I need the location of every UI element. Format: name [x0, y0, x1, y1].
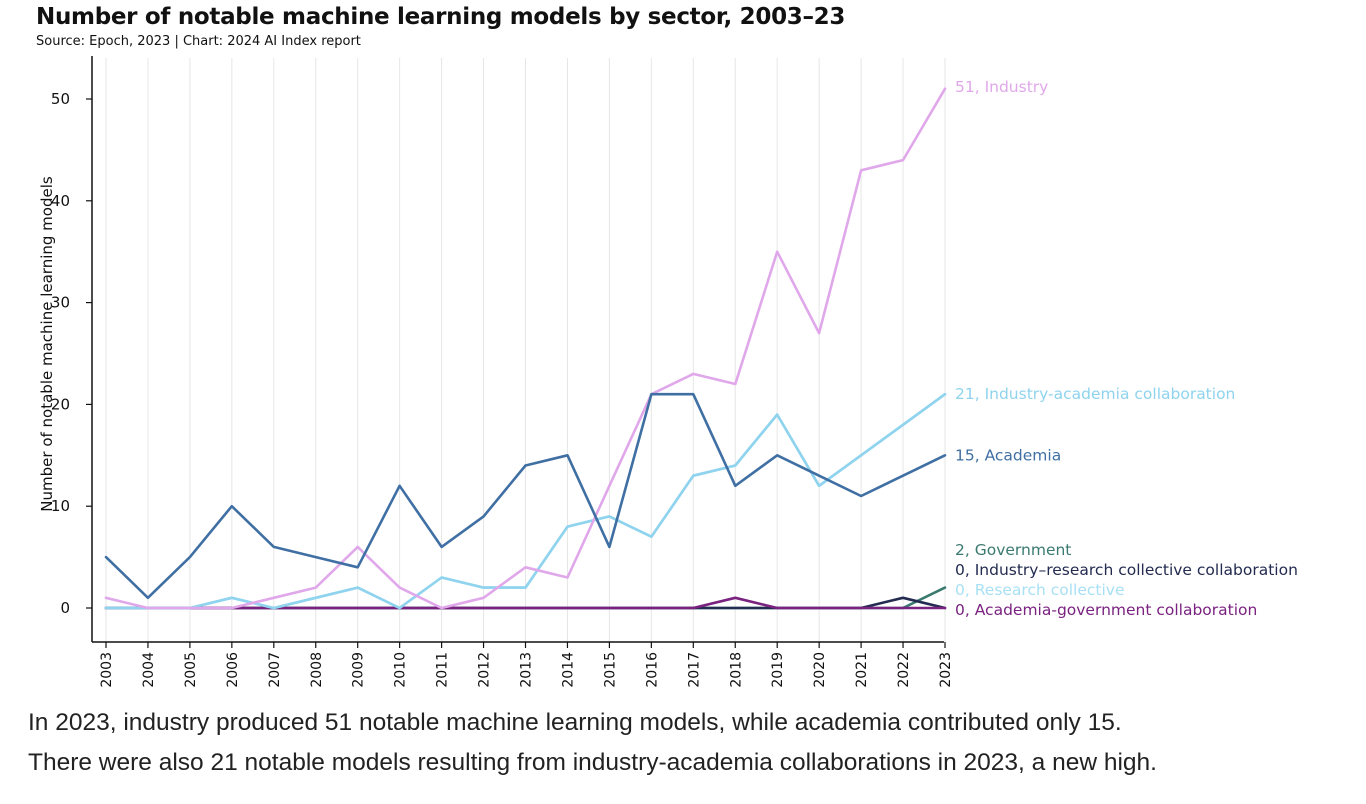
y-tick-label-40: 40 — [51, 192, 70, 210]
y-tick-label-30: 30 — [51, 294, 70, 312]
x-tick-label-2011: 2011 — [435, 652, 451, 688]
x-tick-label-2021: 2021 — [854, 652, 870, 688]
x-tick-label-2019: 2019 — [770, 652, 786, 688]
end-label-research-collective: 0, Research collective — [955, 581, 1125, 599]
x-tick-label-2008: 2008 — [309, 652, 325, 688]
chart-caption: In 2023, industry produced 51 notable ma… — [28, 703, 1358, 783]
caption-line-1: In 2023, industry produced 51 notable ma… — [28, 709, 1122, 736]
x-tick-label-2004: 2004 — [141, 652, 157, 688]
end-label-industry-academia-collaboration: 21, Industry-academia collaboration — [955, 385, 1235, 403]
x-tick-label-2020: 2020 — [812, 652, 828, 688]
end-label-academia-government-collaboration: 0, Academia-government collaboration — [955, 601, 1257, 619]
y-tick-label-0: 0 — [60, 599, 70, 617]
y-tick-label-20: 20 — [51, 395, 70, 413]
end-label-industry-research-collective-collaboration: 0, Industry–research collective collabor… — [955, 561, 1298, 579]
x-tick-label-2005: 2005 — [183, 652, 199, 688]
x-tick-label-2010: 2010 — [393, 652, 409, 688]
series-line-industry-academia-collaboration — [104, 392, 947, 610]
series-line-academia-government-collaboration — [104, 596, 947, 610]
line-chart: 0 10 20 30 40 50 Number of notable machine lea… — [38, 56, 1298, 688]
x-tick-label-2012: 2012 — [477, 652, 493, 688]
end-label-industry: 51, Industry — [955, 78, 1048, 96]
y-tick-label-10: 10 — [51, 497, 70, 515]
chart-title: Number of notable machine learning model… — [36, 4, 846, 30]
end-label-government: 2, Government — [955, 541, 1071, 559]
series-line-academia — [104, 392, 947, 600]
x-tick-label-2017: 2017 — [686, 652, 702, 688]
end-label-academia: 15, Academia — [955, 446, 1061, 464]
x-tick-label-2003: 2003 — [99, 652, 115, 688]
x-tick-label-2014: 2014 — [560, 652, 576, 688]
x-tick-label-2009: 2009 — [351, 652, 367, 688]
caption-line-2: There were also 21 notable models result… — [28, 749, 1157, 776]
chart-source: Source: Epoch, 2023 | Chart: 2024 AI Ind… — [36, 34, 361, 49]
x-tick-label-2018: 2018 — [728, 652, 744, 688]
y-tick-label-50: 50 — [51, 90, 70, 108]
x-tick-label-2006: 2006 — [225, 652, 241, 688]
x-tick-label-2023: 2023 — [938, 652, 954, 688]
x-tick-label-2022: 2022 — [896, 652, 912, 688]
x-tick-label-2013: 2013 — [519, 652, 535, 688]
x-tick-label-2007: 2007 — [267, 652, 283, 688]
y-axis-title: Number of notable machine learning model… — [38, 176, 56, 512]
series-line-industry — [104, 87, 947, 610]
x-tick-label-2015: 2015 — [602, 652, 618, 688]
x-tick-label-2016: 2016 — [644, 652, 660, 688]
